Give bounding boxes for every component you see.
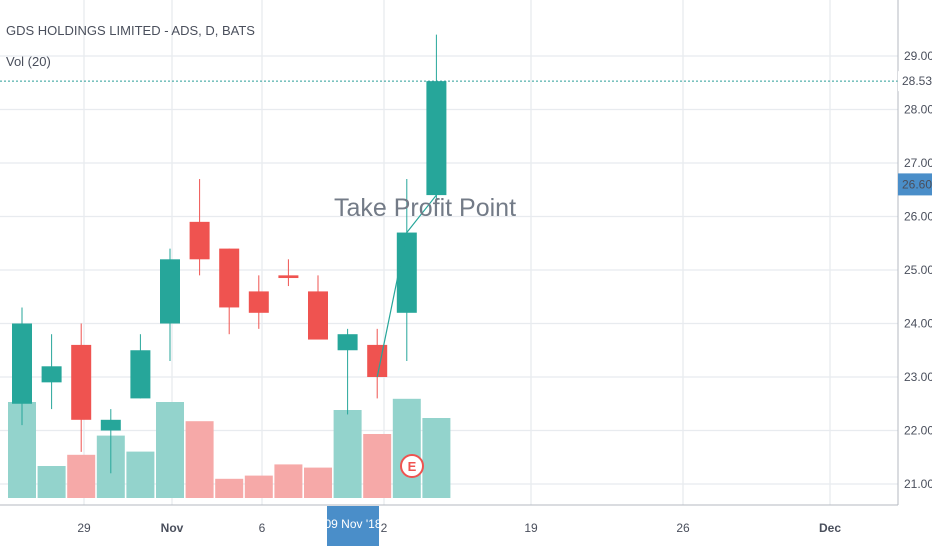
y-tick-label: 24.00 [904,317,932,331]
y-tick-label: 26.00 [904,210,932,224]
x-tick-label: 29 [77,521,91,535]
volume-bar [156,402,184,498]
volume-bars [8,398,451,498]
volume-bar [185,421,214,498]
volume-legend[interactable]: Vol (20) [6,54,51,69]
y-tick-label: 29.00 [904,49,932,63]
y-tick-label: 27.00 [904,156,932,170]
candle-body-up [41,366,62,383]
trend-line-drawing[interactable] [376,81,437,378]
trend-line[interactable] [376,81,437,378]
x-tick-label: 6 [259,521,266,535]
price-axis-ticks: 21.00 22.00 23.00 24.00 25.00 26.00 27.00 28.00… [904,49,932,491]
marker-price-tag: 26.60 [898,173,932,196]
candle-body-up [337,334,358,351]
crosshair-date-label: 09 Nov '18 [325,517,382,531]
marker-price-label: 26.60 [902,177,932,191]
candle-body-down [219,248,240,308]
candle-body-down [248,291,269,313]
candle-body-down [278,275,299,279]
candle-body-up [100,419,121,431]
candle-body-up [12,323,32,404]
volume-bar [67,454,96,498]
volume-bar [422,418,451,498]
candle-body-up [160,259,180,324]
last-price-label: 28.53 [902,74,932,88]
volume-bar [37,466,66,498]
x-tick-label: Dec [819,521,841,535]
earnings-marker-letter: E [408,459,417,474]
x-tick-label: 26 [676,521,690,535]
y-tick-label: 25.00 [904,263,932,277]
volume-bar [215,478,244,498]
symbol-title[interactable]: GDS HOLDINGS LIMITED - ADS, D, BATS [6,23,255,38]
candle-body-down [308,291,328,340]
candle-body-down [71,344,92,420]
candle-body-down [367,344,388,377]
y-tick-label: 23.00 [904,370,932,384]
volume-bar [392,398,421,498]
candle-body-up [396,232,417,313]
volume-bar [274,464,303,498]
y-tick-label: 22.00 [904,424,932,438]
x-tick-label: 19 [524,521,538,535]
last-price-tag: 28.53 [898,71,932,92]
time-axis[interactable]: 29 Nov 6 2 19 26 Dec 09 Nov '18 [0,504,898,546]
volume-bar [244,475,273,498]
crosshair-date-tag: 09 Nov '18 [325,506,382,546]
volume-bar [333,410,362,498]
price-axis[interactable]: 21.00 22.00 23.00 24.00 25.00 26.00 27.00 28.00… [897,0,932,505]
candles [12,34,447,474]
volume-bar [304,467,332,498]
volume-bar [126,451,155,498]
y-tick-label: 21.00 [904,477,932,491]
candle-body-up [130,350,151,399]
y-tick-label: 28.00 [904,103,932,117]
candle-body-down [189,221,210,260]
grid [0,0,898,505]
x-tick-label: 2 [381,521,388,535]
earnings-event-marker[interactable]: E [400,454,424,478]
volume-bar [363,434,392,498]
take-profit-annotation[interactable]: Take Profit Point [334,194,516,222]
x-tick-label: Nov [161,521,184,535]
